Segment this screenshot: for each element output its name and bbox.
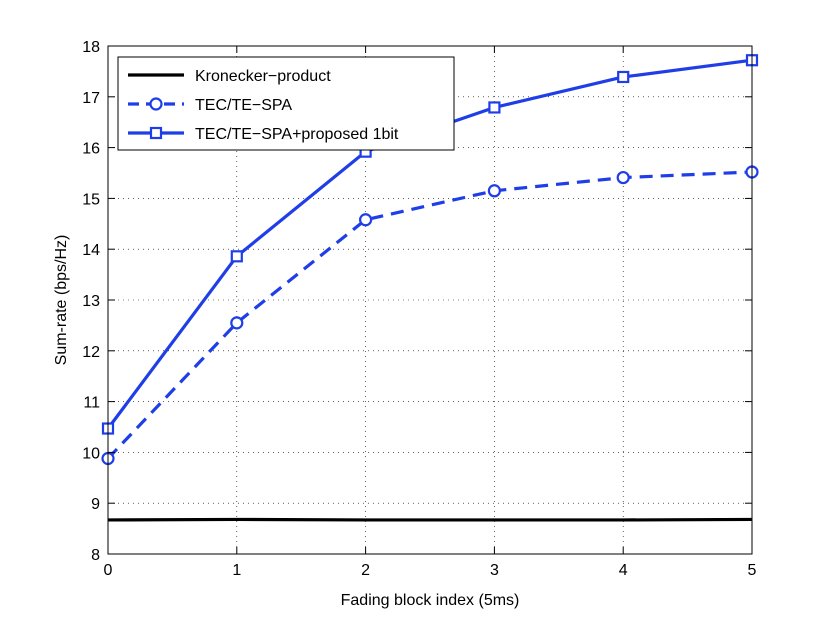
x-tick-label: 2 [361,562,370,579]
legend-label: Kronecker−product [195,68,331,85]
legend-item-1: TEC/TE−SPA [128,97,292,114]
data-point-marker [617,70,630,84]
y-tick-label: 11 [83,395,100,412]
x-tick-label: 0 [104,562,113,579]
series-0 [107,517,753,522]
series-1 [101,165,759,466]
y-tick-label: 13 [82,293,100,310]
legend-item-2: TEC/TE−SPA+proposed 1bit [128,126,399,143]
y-axis-label: Sum-rate (bps/Hz) [53,235,70,366]
x-tick-label: 4 [619,562,628,579]
legend-item-0: Kronecker−product [128,68,331,85]
x-axis-label: Fading block index (5ms) [341,592,520,609]
x-tick-label: 3 [490,562,499,579]
data-point-marker [359,213,373,227]
y-tick-label: 16 [82,141,100,158]
y-tick-label: 14 [82,242,100,259]
y-tick-label: 15 [82,191,100,208]
legend-label: TEC/TE−SPA+proposed 1bit [195,126,399,143]
x-tick-label: 1 [232,562,241,579]
legend: Kronecker−product TEC/TE−SPA TEC/TE−SPA+pr… [117,56,455,151]
y-tick-label: 18 [82,39,100,56]
series-line-0 [107,517,753,522]
data-point-marker [487,184,501,198]
data-point-marker [488,101,501,114]
legend-label: TEC/TE−SPA [195,97,292,114]
y-tick-label: 10 [82,445,100,462]
x-tick-label: 5 [748,562,757,579]
data-point-marker [616,170,630,185]
data-point-marker [230,250,243,263]
series-line-1 [106,170,753,460]
y-tick-label: 8 [91,547,100,564]
data-point-marker [230,316,244,330]
legend-marker-sample [149,97,163,111]
y-tick-label: 9 [91,496,100,513]
y-tick-label: 12 [82,344,100,361]
y-tick-label: 17 [82,90,100,107]
legend-marker-sample [149,126,163,140]
